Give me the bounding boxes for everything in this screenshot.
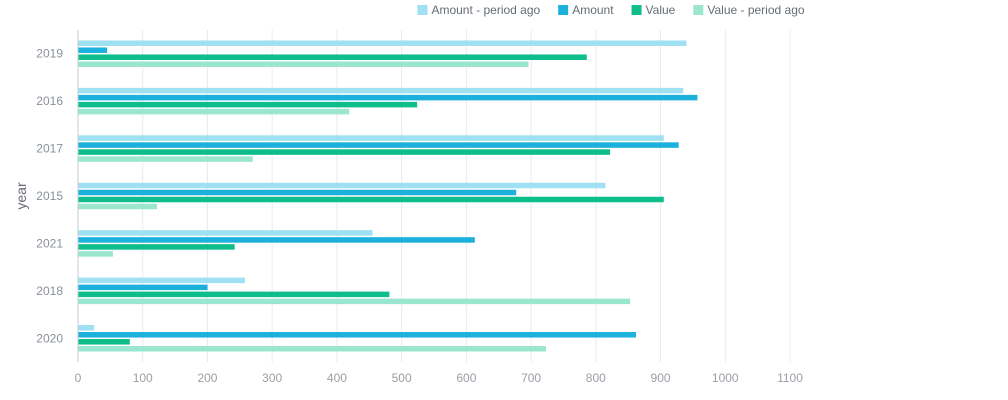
legend-item[interactable]: Value - period ago [693,3,805,17]
legend-label: Amount [572,3,614,17]
bar [78,142,679,148]
x-tick-label: 100 [133,371,153,385]
x-tick-label: 800 [586,371,606,385]
bar [78,325,95,331]
bar [78,237,475,243]
y-category-label: 2015 [36,189,63,203]
bar [78,108,350,115]
legend-label: Value [646,3,676,17]
x-tick-label: 900 [651,371,671,385]
x-tick-label: 700 [521,371,541,385]
bar [78,149,611,155]
bar [78,47,108,53]
y-category-label: 2021 [36,236,63,250]
legend-swatch [631,5,642,15]
y-axis-categories: 2019 2016 2017 2015 2021 2018 2020 [36,47,63,346]
x-tick-label: 400 [327,371,347,385]
x-tick-label: 0 [75,371,82,385]
legend-item[interactable]: Amount [558,3,614,17]
bar [78,54,587,60]
bar [78,244,235,250]
bar [78,298,631,305]
legend-label: Amount - period ago [431,3,540,17]
legend-swatch [417,5,428,15]
bar [78,196,664,203]
bar [78,189,517,196]
legend-label: Value - period ago [707,3,805,17]
x-tick-label: 1000 [712,371,739,385]
bar [78,87,684,94]
y-axis-title: year [13,182,29,210]
bars [78,40,698,352]
bar [78,94,698,101]
bar [78,291,390,298]
y-category-label: 2017 [36,142,63,156]
y-category-label: 2018 [36,284,63,298]
bar [78,230,373,236]
x-tick-label: 300 [262,371,282,385]
legend-item[interactable]: Amount - period ago [417,3,541,17]
y-category-label: 2020 [36,331,63,345]
bar [78,339,130,345]
legend-item[interactable]: Value [631,3,676,17]
legend-swatch [693,5,704,15]
x-tick-label: 200 [197,371,217,385]
grid-lines [142,30,791,362]
bar [78,251,113,257]
x-axis-ticks: 0 100 200 300 400 500 600 700 800 900 1000 1100 [75,371,804,385]
bar [78,284,208,291]
bar [78,332,636,338]
bar [78,182,606,189]
y-category-label: 2019 [36,47,63,61]
bar [78,135,664,141]
x-tick-label: 600 [456,371,476,385]
bar [78,40,687,46]
x-tick-label: 500 [392,371,412,385]
legend-swatch [558,5,569,15]
bar [78,156,253,162]
y-category-label: 2016 [36,94,63,108]
bar [78,277,245,284]
x-tick-label: 1100 [777,371,803,385]
bar [78,61,529,67]
legend: Amount - period ago Amount Value Value - pe… [417,3,805,17]
bar [78,346,546,352]
bar [78,101,418,108]
bar [78,203,157,210]
